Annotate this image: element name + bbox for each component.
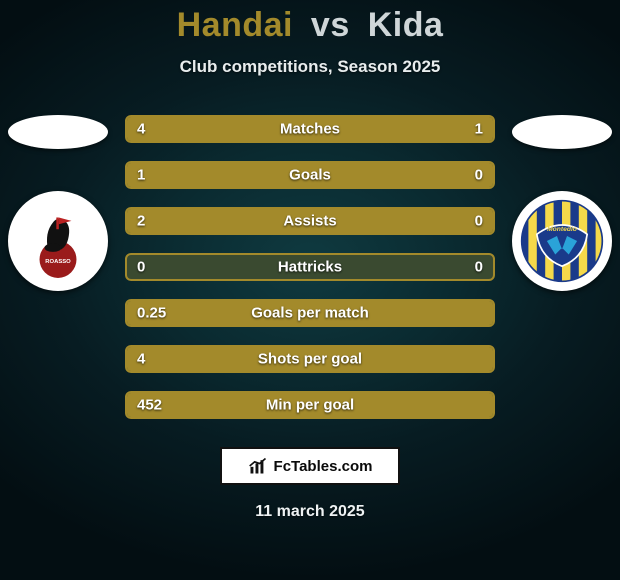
stat-row: 4 Shots per goal — [125, 345, 495, 373]
stat-row: 452 Min per goal — [125, 391, 495, 419]
comparison-date: 11 march 2025 — [0, 503, 620, 521]
stat-value-right: 0 — [475, 259, 483, 276]
stat-row: 1 Goals 0 — [125, 161, 495, 189]
right-team-side: Montedio — [512, 115, 612, 291]
stat-row: 4 Matches 1 — [125, 115, 495, 143]
svg-text:Montedio: Montedio — [547, 226, 577, 233]
right-flag-icon — [512, 115, 612, 149]
right-team-badge: Montedio — [512, 191, 612, 291]
stat-value-right: 0 — [475, 167, 483, 184]
subtitle: Club competitions, Season 2025 — [0, 57, 620, 77]
stat-value-left: 4 — [137, 351, 145, 368]
chart-icon — [248, 456, 268, 476]
stat-value-right: 0 — [475, 213, 483, 230]
player2-name: Kida — [368, 6, 444, 44]
stat-fill-left — [127, 117, 420, 141]
stat-row: 2 Assists 0 — [125, 207, 495, 235]
stat-label: Matches — [280, 121, 340, 138]
svg-text:ROASSO: ROASSO — [45, 259, 71, 265]
stat-value-left: 1 — [137, 167, 145, 184]
fctables-logo: FcTables.com — [220, 447, 400, 485]
stat-row: 0 Hattricks 0 — [125, 253, 495, 281]
left-team-side: ROASSO — [8, 115, 108, 291]
stat-label: Shots per goal — [258, 351, 362, 368]
comparison-area: ROASSO — [0, 115, 620, 419]
comparison-title: Handai vs Kida — [0, 6, 620, 45]
stat-value-left: 0 — [137, 259, 145, 276]
stat-label: Min per goal — [266, 397, 354, 414]
player1-name: Handai — [177, 6, 293, 44]
fctables-label: FcTables.com — [274, 458, 373, 475]
stat-value-right: 1 — [475, 121, 483, 138]
stat-value-left: 452 — [137, 397, 162, 414]
left-flag-icon — [8, 115, 108, 149]
stat-label: Goals — [289, 167, 331, 184]
stat-label: Assists — [283, 213, 336, 230]
stat-row: 0.25 Goals per match — [125, 299, 495, 327]
stat-bars: 4 Matches 1 1 Goals 0 2 Assists 0 0 Hattricks 0 0.25… — [125, 115, 495, 419]
stat-value-left: 2 — [137, 213, 145, 230]
vs-label: vs — [311, 6, 350, 44]
left-team-badge: ROASSO — [8, 191, 108, 291]
stat-label: Hattricks — [278, 259, 342, 276]
stat-value-left: 4 — [137, 121, 145, 138]
stat-label: Goals per match — [251, 305, 369, 322]
stat-value-left: 0.25 — [137, 305, 166, 322]
